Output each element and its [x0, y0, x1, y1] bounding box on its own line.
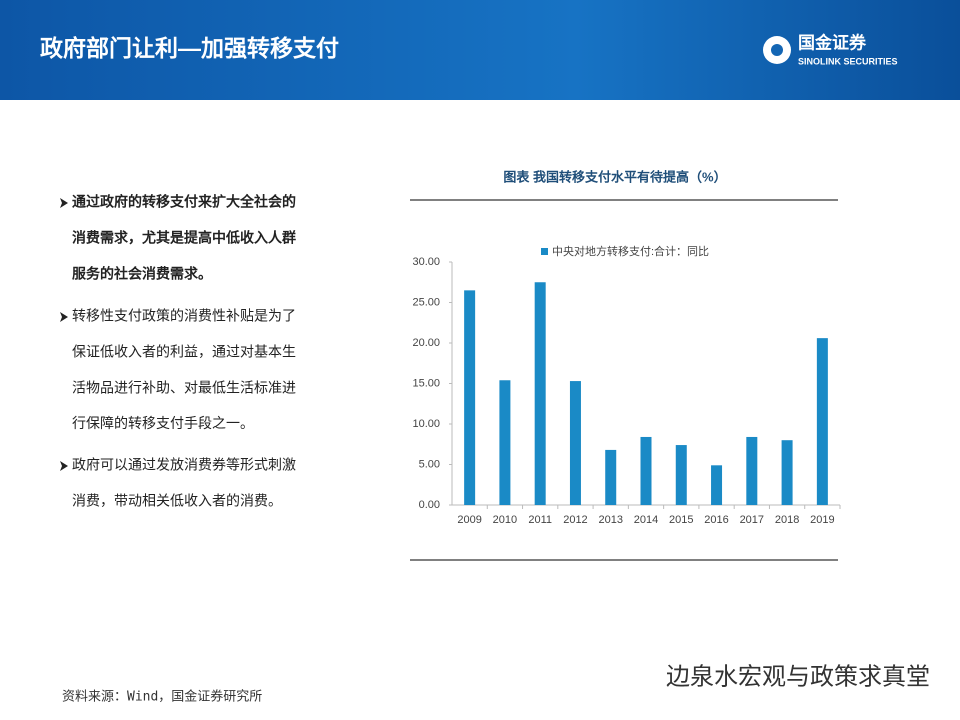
bar	[499, 380, 511, 505]
y-tick-label: 25.00	[412, 296, 440, 308]
x-tick-label: 2010	[493, 514, 517, 526]
bullet-text: 消费需求，尤其是提高中低收入人群	[72, 230, 296, 246]
x-tick-label: 2016	[704, 514, 728, 526]
logo-icon-inner	[771, 44, 783, 56]
bar	[605, 449, 617, 505]
source-note: 资料来源：Wind，国金证券研究所	[62, 689, 262, 705]
bar	[816, 338, 828, 505]
x-tick-label: 2013	[598, 514, 622, 526]
bar	[534, 282, 546, 505]
bar	[675, 445, 687, 505]
bullet-text: 保证低收入者的利益，通过对基本生	[72, 344, 296, 360]
y-tick-label: 10.00	[412, 418, 440, 430]
y-tick-label: 15.00	[412, 377, 440, 389]
header-band	[0, 0, 960, 100]
legend-label: 中央对地方转移支付:合计：同比	[552, 244, 709, 258]
y-tick-label: 5.00	[419, 458, 440, 470]
x-tick-label: 2011	[528, 514, 552, 526]
slide-title: 政府部门让利—加强转移支付	[40, 35, 339, 61]
bullet-arrow	[60, 312, 68, 322]
y-tick-label: 30.00	[412, 256, 440, 268]
x-tick-label: 2015	[669, 514, 693, 526]
chart-title: 图表 我国转移支付水平有待提高（%）	[503, 169, 726, 184]
bullet-arrow	[60, 461, 68, 471]
bar	[781, 440, 793, 505]
y-tick-label: 0.00	[419, 499, 440, 511]
x-tick-label: 2012	[563, 514, 587, 526]
logo-en: SINOLINK SECURITIES	[798, 56, 898, 66]
bar	[746, 436, 758, 505]
x-tick-label: 2014	[634, 514, 658, 526]
bullet-arrow	[60, 198, 68, 208]
bullet-text: 行保障的转移支付手段之一。	[72, 415, 254, 431]
bar	[640, 436, 652, 505]
bullet-text: 服务的社会消费需求。	[72, 265, 212, 281]
bullet-text: 政府可以通过发放消费券等形式刺激	[72, 457, 296, 473]
bullet-text: 转移性支付政策的消费性补贴是为了	[72, 308, 296, 324]
bar	[711, 465, 723, 505]
bar	[569, 381, 581, 505]
legend-swatch	[541, 248, 548, 255]
logo-cn: 国金证券	[798, 32, 867, 52]
y-tick-label: 20.00	[412, 337, 440, 349]
x-tick-label: 2009	[457, 514, 481, 526]
bullet-text: 活物品进行补助、对最低生活标准进	[72, 379, 296, 395]
bullet-text: 通过政府的转移支付来扩大全社会的	[72, 194, 296, 210]
x-tick-label: 2017	[740, 514, 764, 526]
x-tick-label: 2019	[810, 514, 834, 526]
bullet-text: 消费，带动相关低收入者的消费。	[72, 493, 282, 509]
x-tick-label: 2018	[775, 514, 799, 526]
watermark: 边泉水宏观与政策求真堂	[666, 663, 930, 690]
bar	[464, 290, 476, 505]
